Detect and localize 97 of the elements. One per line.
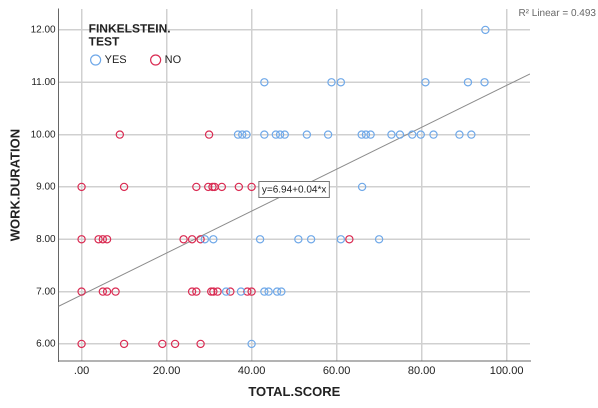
y-tick-label: 8.00 xyxy=(36,234,56,246)
point xyxy=(396,130,404,139)
point xyxy=(226,287,235,296)
point xyxy=(196,235,205,244)
point xyxy=(464,78,472,86)
x-tick-label: 40.00 xyxy=(238,364,266,377)
point xyxy=(357,130,366,139)
point xyxy=(208,182,217,192)
x-tick-label: 20.00 xyxy=(152,364,180,377)
legend-label: YES xyxy=(104,54,127,66)
point xyxy=(77,287,86,296)
point xyxy=(362,130,370,139)
point xyxy=(276,130,284,139)
point xyxy=(179,235,188,244)
point xyxy=(209,235,218,244)
point xyxy=(77,235,86,244)
point xyxy=(260,130,269,139)
point xyxy=(455,130,464,139)
y-tick-label: 11.00 xyxy=(31,77,56,88)
point xyxy=(302,130,312,139)
point xyxy=(207,287,216,296)
point xyxy=(247,287,256,296)
x-tick-label: .00 xyxy=(74,364,90,377)
point xyxy=(260,287,269,296)
annotation: R² Linear = 0.493 xyxy=(518,8,596,19)
point xyxy=(247,340,256,348)
point xyxy=(260,78,269,86)
point xyxy=(170,340,180,348)
point xyxy=(210,182,219,192)
legend-title: FINKELSTEIN. TEST xyxy=(88,21,171,48)
point xyxy=(222,287,230,296)
point xyxy=(77,340,86,348)
point xyxy=(272,287,282,296)
point xyxy=(277,287,286,296)
point xyxy=(327,78,336,86)
point xyxy=(200,235,210,244)
point xyxy=(256,235,264,244)
point xyxy=(116,130,124,139)
y-tick-label: 9.00 xyxy=(36,182,56,193)
point xyxy=(336,235,346,244)
y-tick-label: 7.00 xyxy=(36,286,56,298)
y-tick-label: 6.00 xyxy=(36,338,56,350)
point xyxy=(234,182,244,192)
point xyxy=(111,287,120,296)
x-axis-title: TOTAL.SCORE xyxy=(248,384,341,399)
point xyxy=(120,182,128,192)
point xyxy=(98,287,108,296)
point xyxy=(234,130,242,139)
x-tick-label: 60.00 xyxy=(322,364,350,377)
y-axis-title: WORK.DURATION xyxy=(7,128,22,242)
point xyxy=(358,182,366,192)
point xyxy=(345,235,354,244)
point xyxy=(387,130,396,139)
point xyxy=(236,287,246,296)
point xyxy=(120,340,128,348)
point xyxy=(416,130,425,139)
y-tick-label: 12.00 xyxy=(30,24,56,36)
point xyxy=(209,287,218,296)
point xyxy=(306,235,316,244)
point xyxy=(366,130,375,139)
point xyxy=(158,340,167,348)
point xyxy=(218,182,226,192)
point xyxy=(467,130,476,139)
point xyxy=(421,78,430,86)
point xyxy=(204,182,212,192)
point xyxy=(188,287,196,296)
point xyxy=(374,235,384,244)
point xyxy=(272,130,280,139)
point xyxy=(77,182,86,192)
point xyxy=(196,340,205,348)
point xyxy=(192,287,201,296)
point xyxy=(192,182,201,192)
point xyxy=(481,26,490,34)
point xyxy=(243,287,252,296)
point xyxy=(480,78,489,86)
point xyxy=(238,130,246,139)
annotation: y=6.94+0.04*x xyxy=(262,184,326,196)
legend-label: NO xyxy=(164,54,182,66)
point xyxy=(294,235,303,244)
point xyxy=(247,182,256,192)
point xyxy=(94,235,103,244)
point xyxy=(324,130,332,139)
point xyxy=(188,235,196,244)
point xyxy=(336,78,346,86)
point xyxy=(429,130,438,139)
y-tick-label: 10.00 xyxy=(30,129,56,140)
point xyxy=(408,130,416,139)
point xyxy=(102,287,112,296)
x-tick-label: 80.00 xyxy=(408,364,436,377)
point xyxy=(280,130,289,139)
point xyxy=(98,235,108,244)
x-tick-label: 100.00 xyxy=(490,364,524,377)
point xyxy=(204,130,214,139)
point xyxy=(102,235,112,244)
point xyxy=(242,130,251,139)
point xyxy=(264,287,273,296)
point xyxy=(213,287,222,296)
